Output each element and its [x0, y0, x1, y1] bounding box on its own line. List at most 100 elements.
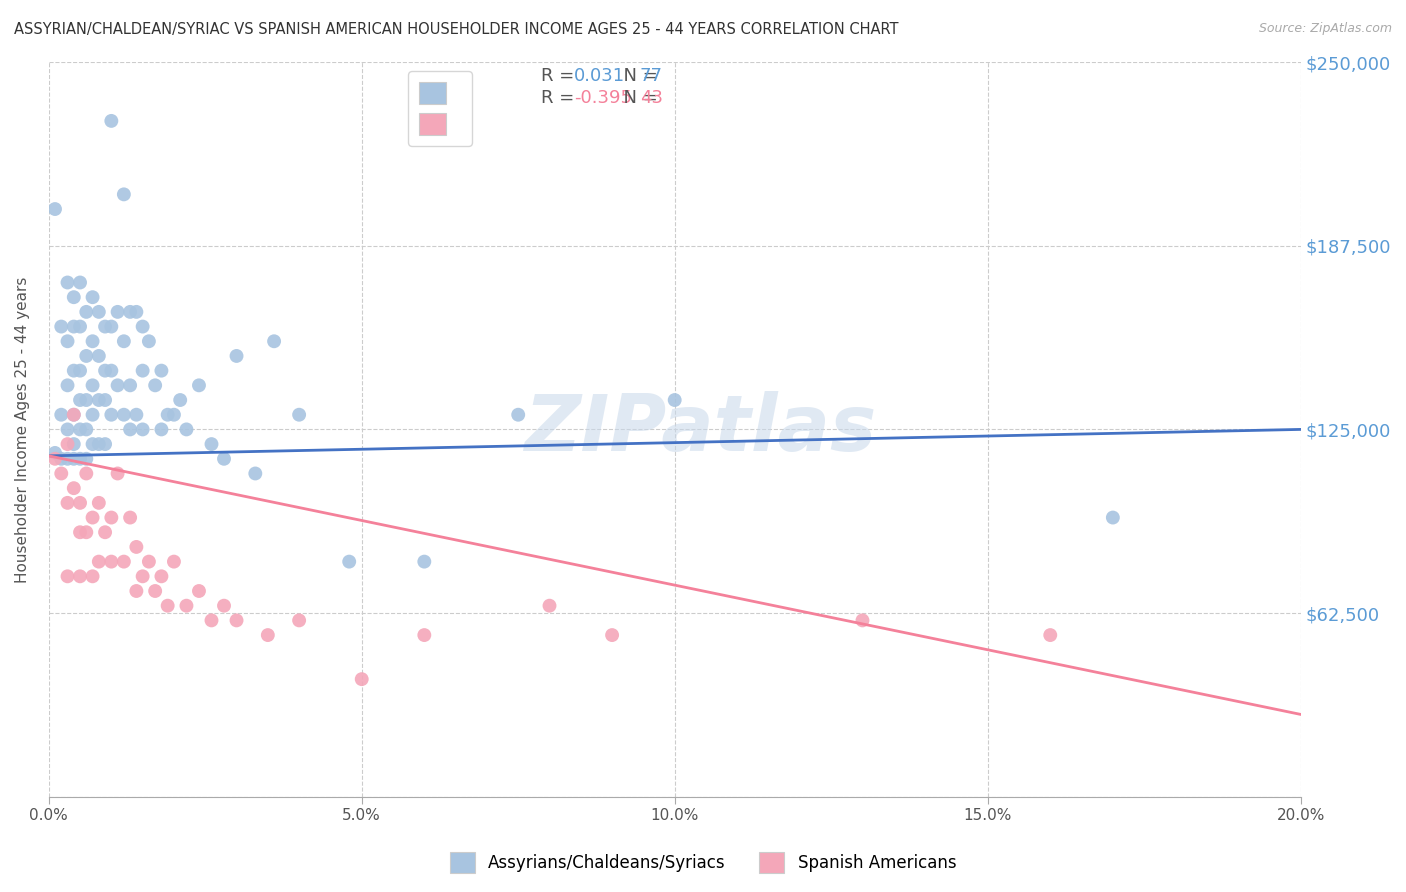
Point — [125, 305, 148, 319]
Point — [212, 599, 235, 613]
Point — [51, 319, 73, 334]
Point — [62, 437, 84, 451]
Point — [69, 496, 91, 510]
Point — [94, 525, 117, 540]
Point — [125, 540, 148, 554]
Point — [176, 599, 198, 613]
Point — [44, 446, 66, 460]
Point — [176, 422, 198, 436]
Point — [69, 392, 91, 407]
Text: 0.031: 0.031 — [574, 67, 624, 85]
Point — [150, 364, 173, 378]
Point — [156, 599, 179, 613]
Point — [600, 628, 623, 642]
Point — [107, 305, 129, 319]
Point — [188, 378, 211, 392]
Point — [143, 584, 166, 599]
Point — [62, 408, 84, 422]
Point — [413, 555, 436, 569]
Point — [82, 510, 104, 524]
Point — [82, 569, 104, 583]
Point — [75, 305, 97, 319]
Point — [75, 392, 97, 407]
Point — [62, 290, 84, 304]
Text: N =: N = — [612, 89, 664, 107]
Point — [163, 408, 186, 422]
Point — [188, 584, 211, 599]
Point — [94, 364, 117, 378]
Point — [56, 422, 79, 436]
Point — [225, 349, 247, 363]
Point — [82, 408, 104, 422]
Point — [100, 408, 122, 422]
Point — [75, 349, 97, 363]
Point — [120, 422, 142, 436]
Point — [664, 392, 686, 407]
Point — [256, 628, 278, 642]
Point — [350, 672, 373, 686]
Point — [131, 319, 153, 334]
Point — [82, 334, 104, 349]
Point — [75, 467, 97, 481]
Point — [62, 408, 84, 422]
Point — [56, 437, 79, 451]
Point — [143, 378, 166, 392]
Point — [100, 510, 122, 524]
Text: N =: N = — [612, 67, 664, 85]
Point — [263, 334, 285, 349]
Point — [100, 555, 122, 569]
Point — [163, 555, 186, 569]
Point — [94, 319, 117, 334]
Point — [75, 422, 97, 436]
Point — [51, 467, 73, 481]
Point — [131, 364, 153, 378]
Legend: , : , — [408, 71, 471, 146]
Point — [69, 569, 91, 583]
Point — [94, 437, 117, 451]
Text: 77: 77 — [640, 67, 662, 85]
Point — [337, 555, 360, 569]
Point — [87, 437, 110, 451]
Point — [131, 422, 153, 436]
Point — [51, 451, 73, 466]
Point — [87, 305, 110, 319]
Text: Source: ZipAtlas.com: Source: ZipAtlas.com — [1258, 22, 1392, 36]
Point — [107, 467, 129, 481]
Point — [138, 555, 160, 569]
Point — [56, 378, 79, 392]
Point — [100, 319, 122, 334]
Point — [87, 496, 110, 510]
Point — [69, 422, 91, 436]
Text: R =: R = — [541, 67, 581, 85]
Point — [69, 364, 91, 378]
Point — [87, 392, 110, 407]
Point — [120, 378, 142, 392]
Point — [156, 408, 179, 422]
Point — [851, 614, 873, 628]
Point — [87, 349, 110, 363]
Text: ZIPatlas: ZIPatlas — [523, 392, 876, 467]
Point — [56, 334, 79, 349]
Point — [120, 510, 142, 524]
Point — [212, 451, 235, 466]
Point — [75, 451, 97, 466]
Point — [508, 408, 530, 422]
Point — [538, 599, 561, 613]
Point — [112, 187, 135, 202]
Point — [44, 202, 66, 216]
Text: ASSYRIAN/CHALDEAN/SYRIAC VS SPANISH AMERICAN HOUSEHOLDER INCOME AGES 25 - 44 YEA: ASSYRIAN/CHALDEAN/SYRIAC VS SPANISH AMER… — [14, 22, 898, 37]
Point — [200, 437, 222, 451]
Point — [120, 305, 142, 319]
Point — [245, 467, 267, 481]
Text: R =: R = — [541, 89, 581, 107]
Point — [69, 319, 91, 334]
Point — [56, 569, 79, 583]
Point — [56, 276, 79, 290]
Point — [69, 451, 91, 466]
Point — [56, 451, 79, 466]
Point — [225, 614, 247, 628]
Point — [112, 555, 135, 569]
Point — [94, 392, 117, 407]
Point — [125, 408, 148, 422]
Point — [69, 525, 91, 540]
